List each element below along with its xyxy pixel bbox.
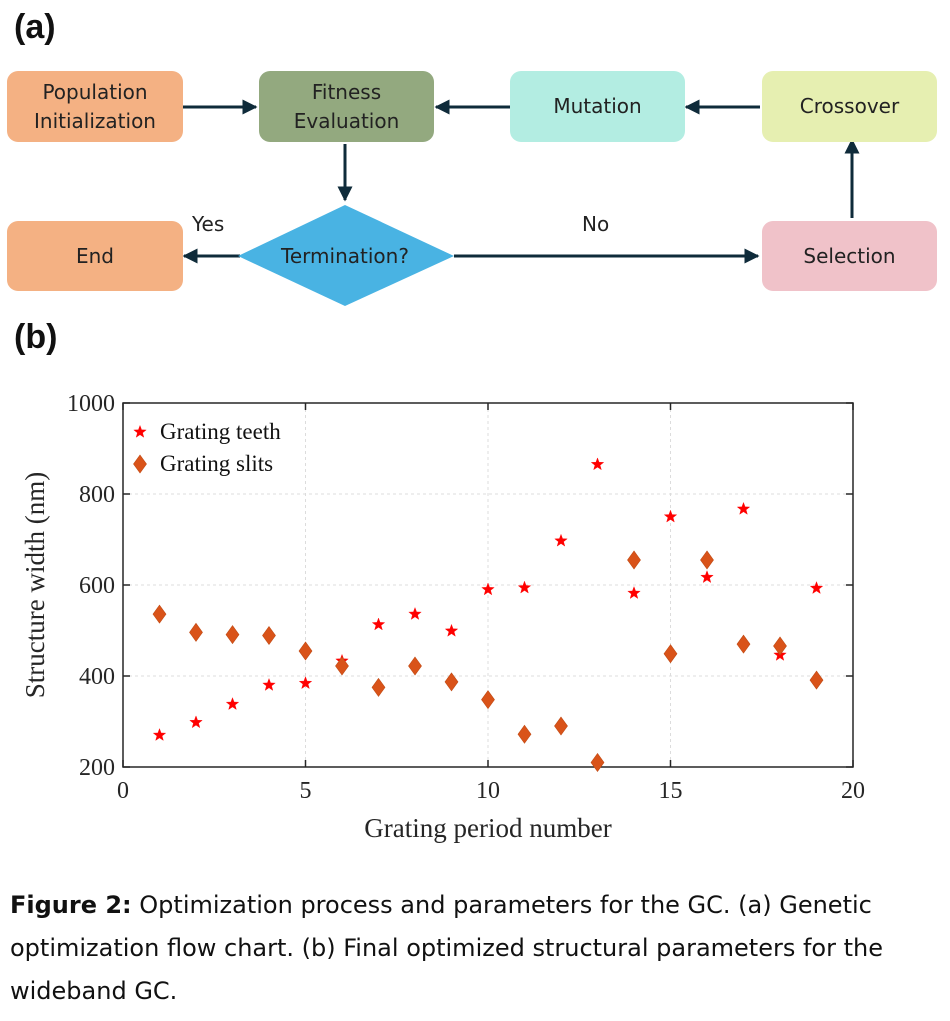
y-tick-label: 200 [79,755,115,781]
grating-slits-point [152,604,167,624]
grating-teeth-point [444,623,459,637]
panel-b-label: (b) [14,318,58,356]
grating-slits-point [517,724,532,744]
caption-label: Figure 2: [10,891,132,919]
legend: Grating teeth Grating slits [133,419,281,476]
grating-teeth-point [700,570,714,583]
grating-teeth-point [554,533,568,547]
x-axis-label: Grating period number [364,813,611,843]
mutation-box: Mutation [510,71,685,142]
legend-diamond-icon [133,454,147,474]
y-axis-label: Structure width (nm) [20,472,50,698]
grating-slits-point [554,716,568,736]
grating-slits-point [225,625,240,645]
grating-teeth-point [408,607,422,620]
crossover-box: Crossover [762,71,937,142]
flowchart-arrows [182,99,860,306]
grating-teeth-point [627,586,641,599]
termination-diamond [238,205,454,306]
grating-slits-point [298,641,313,661]
legend-label-grating-teeth: Grating teeth [160,419,281,444]
population-initialization-box: Population Initialization [7,71,183,142]
plot-frame [122,402,854,768]
grating-slits-point [627,550,641,570]
grating-slits-point [481,690,495,710]
caption-text: Optimization process and parameters for … [10,891,883,1005]
legend-marker-grating-slits [133,454,147,474]
grating-teeth-point [809,581,824,594]
selection-box: Selection [762,221,937,291]
grating-slits-point [809,670,824,690]
y-tick-label: 800 [79,482,115,508]
termination-label: Termination? [281,244,409,268]
scatter-chart: 0 5 10 15 20 200 400 600 800 1000 Grating period … [20,391,865,843]
grating-slits-point [736,634,751,654]
end-box: End [7,221,183,291]
grating-slits-point [773,636,787,656]
grating-slits-point [262,625,276,646]
data-marks [152,457,824,772]
y-tick-label: 1000 [67,391,115,417]
grating-slits-point [189,622,203,642]
gridlines [123,403,853,767]
figure-caption: Figure 2: Optimization process and param… [10,884,940,1013]
grating-teeth-point [225,697,240,710]
x-tick-label: 20 [841,778,865,804]
y-tick-label: 400 [79,664,115,690]
grating-slits-point [444,672,459,692]
x-tick-label: 0 [117,778,129,804]
grating-slits-point [335,656,349,676]
x-tick-label: 5 [300,778,312,804]
grating-teeth-point [189,715,203,729]
grating-teeth-point [298,676,313,690]
grating-slits-point [663,644,678,664]
grating-slits-point [371,677,386,697]
grating-teeth-point [590,457,605,471]
grating-teeth-point [262,678,276,691]
grating-teeth-point [481,582,495,596]
grating-slits-point [590,752,605,772]
y-tick-label: 600 [79,573,115,599]
grating-teeth-point [736,501,751,515]
axis-ticks: 0 5 10 15 20 200 400 600 800 1000 [67,391,865,804]
legend-label-grating-slits: Grating slits [160,451,273,476]
yes-label: Yes [192,212,225,236]
grating-teeth-point [152,728,167,741]
grating-teeth-point [663,509,678,523]
grating-teeth-point [371,617,386,631]
x-tick-label: 15 [659,778,683,804]
grating-slits-point [408,656,422,676]
panel-a-label: (a) [14,8,56,46]
legend-star-icon [133,424,147,438]
legend-marker-grating-teeth [133,424,147,438]
no-label: No [582,212,610,236]
grating-teeth-point [517,580,532,594]
fitness-evaluation-box: Fitness Evaluation [259,71,434,142]
x-tick-label: 10 [476,778,500,804]
grating-slits-point [700,550,714,570]
